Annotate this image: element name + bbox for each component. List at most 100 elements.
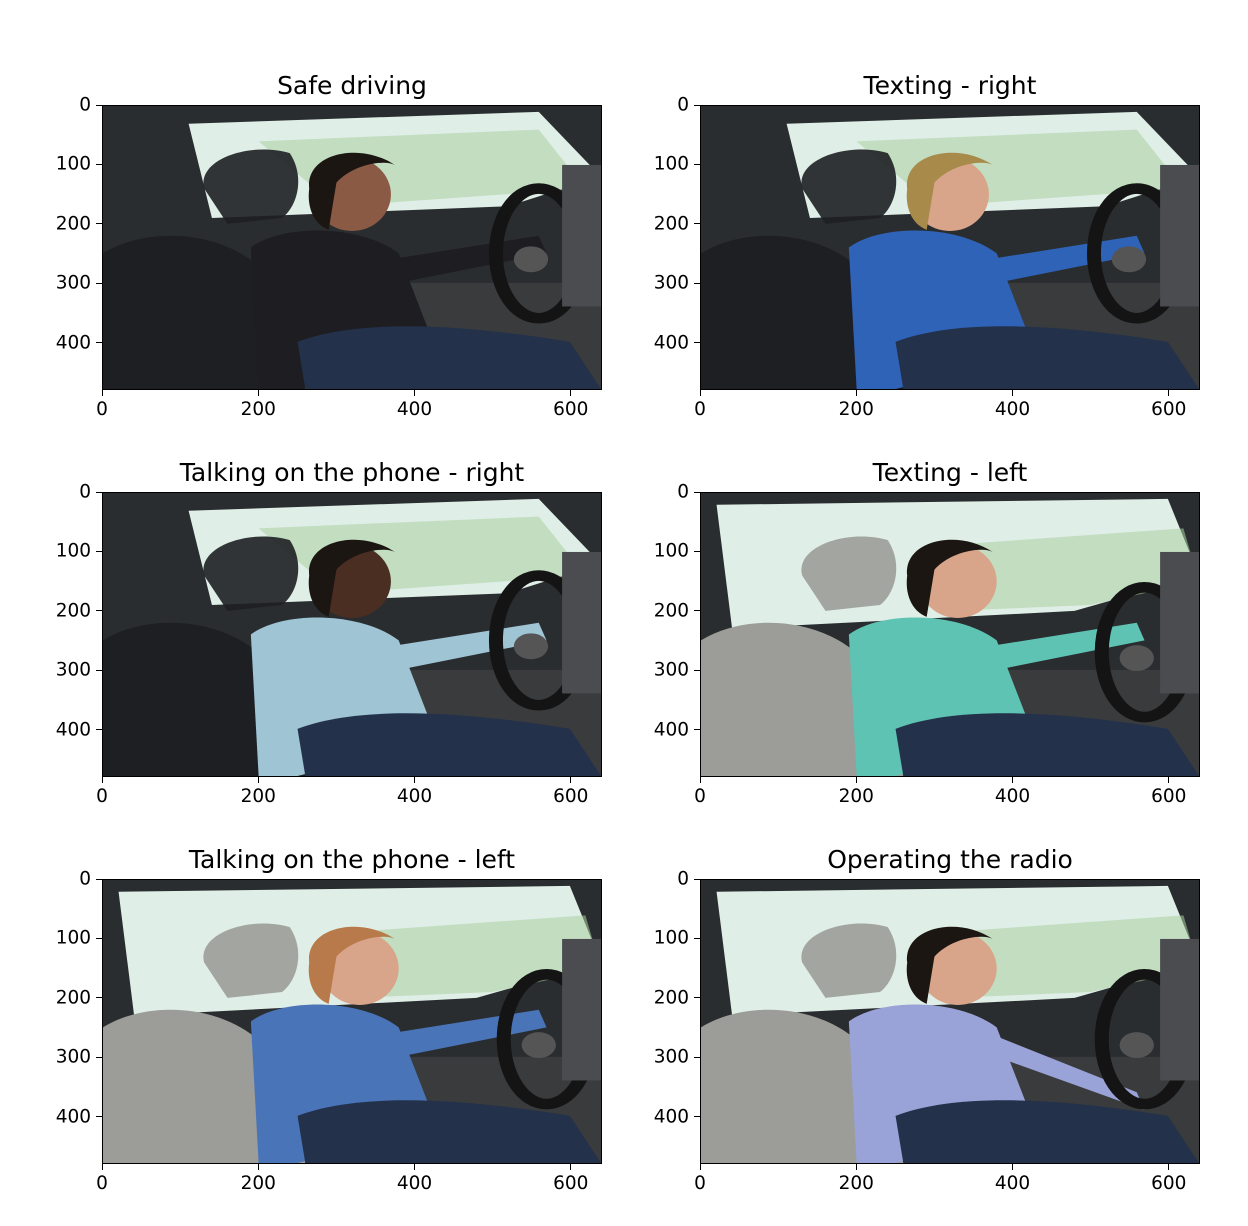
y-tick-label: 0 <box>677 94 689 116</box>
y-tick-label: 200 <box>653 213 689 235</box>
x-tick-mark <box>414 777 415 783</box>
texting-right-scene <box>701 106 1199 389</box>
y-tick-label: 200 <box>653 600 689 622</box>
y-tick-mark <box>694 878 700 880</box>
x-tick-mark <box>570 1164 572 1170</box>
y-tick-label: 100 <box>653 153 689 175</box>
y-tick-label: 300 <box>55 1046 91 1068</box>
y-tick-mark <box>694 104 700 106</box>
y-tick-mark <box>96 669 102 671</box>
y-tick-label: 300 <box>653 272 689 294</box>
y-tick-mark <box>96 878 102 880</box>
dashcam-image <box>102 492 602 777</box>
radio-scene <box>701 880 1199 1163</box>
subplot-title: Texting - right <box>863 71 1037 100</box>
y-tick-mark <box>694 669 700 671</box>
x-tick-mark <box>414 1164 415 1170</box>
y-tick-mark <box>694 937 700 939</box>
y-tick-mark <box>96 610 102 612</box>
x-tick-label: 200 <box>838 399 874 420</box>
y-tick-label: 0 <box>677 481 689 503</box>
x-tick-label: 200 <box>838 1173 874 1194</box>
x-tick-mark <box>257 1164 259 1170</box>
y-tick-label: 300 <box>55 272 91 294</box>
y-tick-mark <box>694 282 700 284</box>
x-tick-label: 0 <box>694 1173 706 1194</box>
y-tick-label: 100 <box>55 927 91 949</box>
phone-right-scene <box>103 493 601 776</box>
x-tick-label: 400 <box>994 1173 1031 1194</box>
y-tick-mark <box>96 223 102 225</box>
x-tick-mark <box>570 777 572 783</box>
y-tick-label: 400 <box>653 332 689 353</box>
texting-left-scene <box>701 493 1199 776</box>
y-tick-mark <box>96 104 102 106</box>
x-tick-mark <box>101 390 103 396</box>
y-tick-label: 200 <box>55 600 91 622</box>
y-tick-label: 0 <box>79 481 91 503</box>
y-tick-mark <box>96 342 102 343</box>
x-tick-mark <box>699 1164 701 1170</box>
y-tick-label: 0 <box>79 868 91 890</box>
x-tick-label: 0 <box>694 786 706 807</box>
dashcam-image <box>700 492 1200 777</box>
subplot-title: Operating the radio <box>827 845 1073 874</box>
safe-driving-scene <box>103 106 601 389</box>
y-tick-label: 100 <box>653 927 689 949</box>
x-tick-label: 200 <box>838 786 874 807</box>
y-tick-mark <box>96 1116 102 1117</box>
x-tick-label: 200 <box>240 1173 276 1194</box>
y-tick-mark <box>694 610 700 612</box>
y-tick-mark <box>96 550 102 552</box>
x-tick-label: 600 <box>553 1173 589 1194</box>
y-tick-mark <box>96 1056 102 1058</box>
x-tick-mark <box>414 390 415 396</box>
y-tick-label: 300 <box>55 659 91 681</box>
x-tick-mark <box>101 1164 103 1170</box>
y-tick-label: 300 <box>653 1046 689 1068</box>
y-tick-label: 200 <box>55 213 91 235</box>
x-tick-label: 400 <box>396 786 433 807</box>
dashcam-image <box>102 879 602 1164</box>
y-tick-label: 200 <box>55 987 91 1009</box>
x-tick-label: 200 <box>240 786 276 807</box>
subplot-title: Texting - left <box>872 458 1028 487</box>
dashcam-image <box>102 105 602 390</box>
x-tick-mark <box>1012 1164 1013 1170</box>
x-tick-label: 600 <box>1151 399 1187 420</box>
x-tick-label: 0 <box>96 1173 108 1194</box>
subplot-title: Talking on the phone - right <box>179 458 525 487</box>
x-tick-label: 400 <box>396 1173 433 1194</box>
x-tick-label: 400 <box>994 786 1031 807</box>
y-tick-mark <box>96 937 102 939</box>
dashcam-image <box>700 879 1200 1164</box>
subplot-title: Talking on the phone - left <box>188 845 516 874</box>
x-tick-mark <box>855 777 857 783</box>
y-tick-label: 400 <box>55 1106 91 1127</box>
y-tick-label: 200 <box>653 987 689 1009</box>
x-tick-mark <box>1168 777 1170 783</box>
y-tick-mark <box>96 163 102 165</box>
subplot-title: Safe driving <box>277 71 427 100</box>
y-tick-mark <box>694 163 700 165</box>
y-tick-mark <box>694 1116 700 1117</box>
x-tick-label: 0 <box>96 786 108 807</box>
x-tick-mark <box>570 390 572 396</box>
x-tick-label: 400 <box>396 399 433 420</box>
x-tick-mark <box>1012 777 1013 783</box>
y-tick-label: 400 <box>653 1106 689 1127</box>
x-tick-mark <box>257 390 259 396</box>
x-tick-label: 600 <box>1151 1173 1187 1194</box>
x-tick-mark <box>855 390 857 396</box>
dashcam-image <box>700 105 1200 390</box>
y-tick-label: 300 <box>653 659 689 681</box>
x-tick-mark <box>101 777 103 783</box>
y-tick-label: 400 <box>55 719 91 740</box>
x-tick-label: 600 <box>1151 786 1187 807</box>
y-tick-mark <box>694 550 700 552</box>
y-tick-label: 0 <box>79 94 91 116</box>
y-tick-mark <box>694 223 700 225</box>
x-tick-mark <box>855 1164 857 1170</box>
y-tick-mark <box>96 491 102 493</box>
y-tick-mark <box>96 997 102 999</box>
